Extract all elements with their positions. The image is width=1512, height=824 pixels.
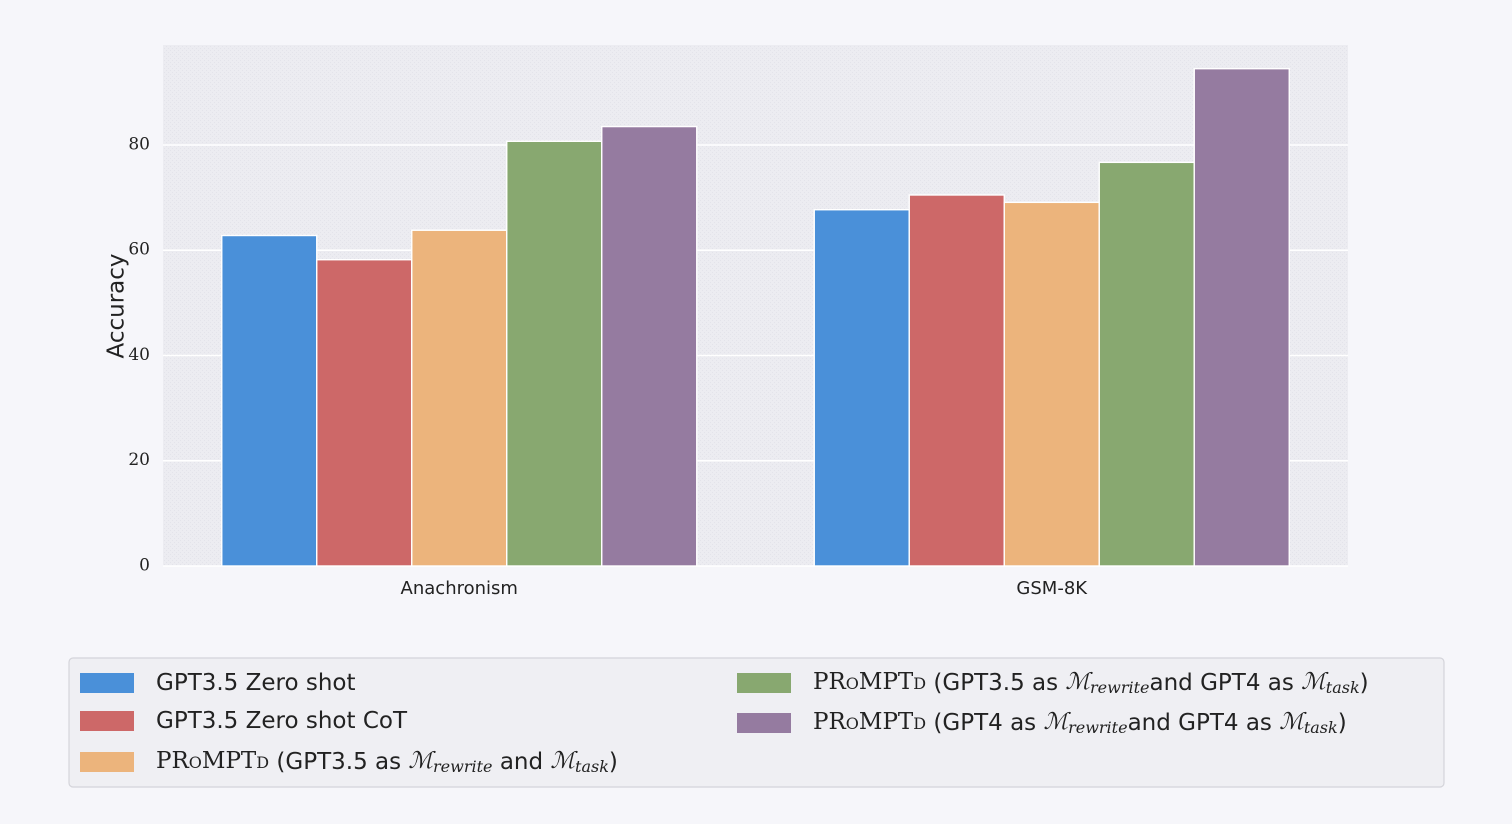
legend-item-3: PRoMPTd (GPT3.5 as ℳrewrite and ℳtask) (80, 748, 618, 776)
legend-swatch (737, 713, 791, 733)
legend-label: PRoMPTd (GPT3.5 as ℳrewriteand GPT4 as ℳ… (813, 669, 1369, 697)
bar-anachronism-series-4 (506, 140, 603, 567)
legend-item-5: PRoMPTd (GPT4 as ℳrewriteand GPT4 as ℳta… (737, 709, 1347, 737)
legend-swatch (80, 673, 134, 693)
y-tick-label: 0 (139, 556, 150, 576)
bar-anachronism-series-2 (316, 259, 413, 567)
bar-gsm-8k-series-5 (1193, 67, 1290, 567)
y-axis: 0 20 40 60 80 (128, 134, 150, 575)
legend-swatch (80, 752, 134, 772)
bar-gsm-8k-series-1 (813, 209, 910, 567)
y-tick-label: 40 (128, 345, 150, 365)
bars (221, 67, 1290, 567)
legend-label: PRoMPTd (GPT4 as ℳrewriteand GPT4 as ℳta… (813, 709, 1347, 737)
legend-item-4: PRoMPTd (GPT3.5 as ℳrewriteand GPT4 as ℳ… (737, 669, 1369, 697)
legend-item-1: GPT3.5 Zero shot (80, 670, 356, 696)
legend-label: PRoMPTd (GPT3.5 as ℳrewrite and ℳtask) (156, 748, 618, 776)
x-tick-label: Anachronism (401, 578, 518, 599)
bar-gsm-8k-series-3 (1003, 201, 1100, 567)
legend-label: GPT3.5 Zero shot CoT (156, 708, 408, 734)
legend-label: GPT3.5 Zero shot (156, 670, 356, 696)
bar-anachronism-series-1 (221, 234, 318, 567)
x-tick-label: GSM-8K (1016, 578, 1088, 599)
legend: GPT3.5 Zero shot GPT3.5 Zero shot CoT PRoM… (68, 657, 1445, 788)
bar-anachronism-series-3 (411, 229, 508, 567)
y-tick-label: 60 (128, 240, 150, 260)
x-axis: Anachronism GSM-8K (401, 578, 1089, 599)
legend-swatch (80, 711, 134, 731)
legend-item-2: GPT3.5 Zero shot CoT (80, 708, 408, 734)
legend-swatch (737, 673, 791, 693)
bar-anachronism-series-5 (601, 125, 698, 567)
bar-gsm-8k-series-2 (908, 194, 1005, 567)
y-axis-title: Accuracy (104, 253, 130, 358)
y-tick-label: 20 (128, 450, 150, 470)
y-tick-label: 80 (128, 134, 150, 154)
bar-gsm-8k-series-4 (1098, 161, 1195, 567)
